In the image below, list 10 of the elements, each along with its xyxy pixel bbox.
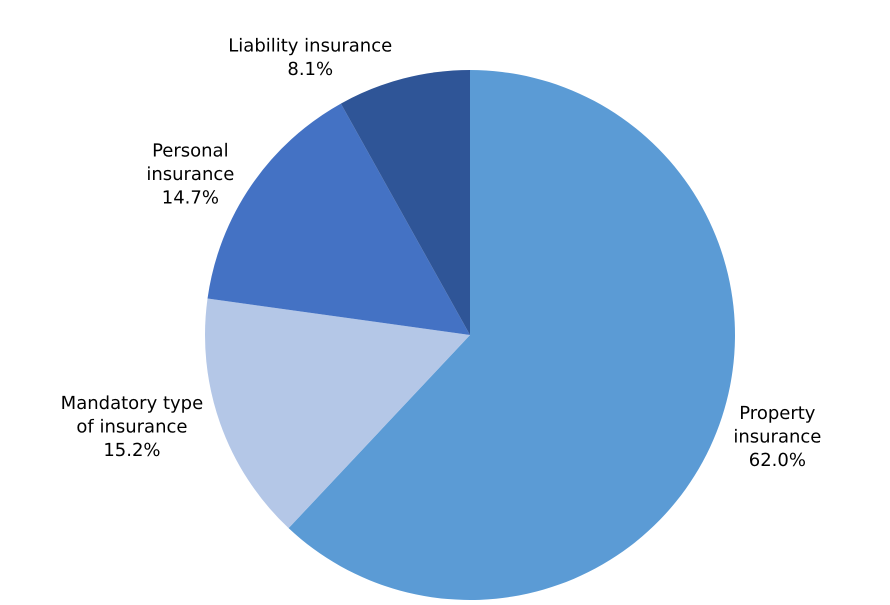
- slice-label: Property insurance: [733, 403, 822, 448]
- pie-slice: [340, 70, 470, 335]
- data-label: 8.1%: [287, 58, 334, 80]
- pie-slice: [205, 298, 470, 528]
- slice-label: Mandatory type of insurance: [60, 393, 204, 438]
- data-label: 62.0%: [748, 450, 806, 472]
- slice-label: Personal insurance: [146, 140, 234, 186]
- data-label: 15.2%: [103, 440, 161, 461]
- data-label: 14.7%: [162, 187, 219, 208]
- slice-label: Liability insurance: [228, 36, 392, 57]
